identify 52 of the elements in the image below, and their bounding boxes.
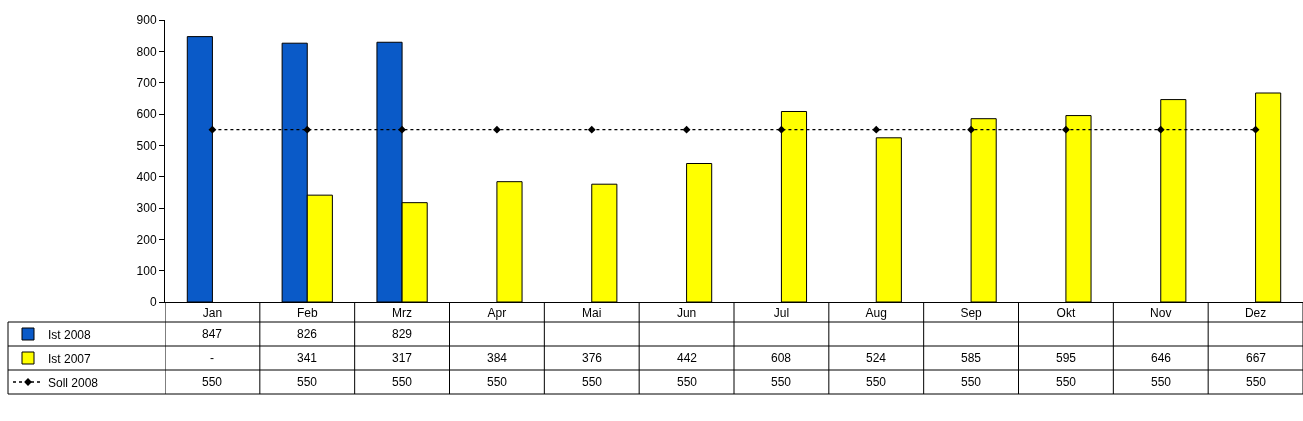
data-label: 585 — [961, 351, 982, 365]
y-tick-label: 600 — [136, 107, 157, 122]
data-label: 550 — [1056, 375, 1077, 389]
data-label: 826 — [297, 327, 318, 341]
data-label: 442 — [677, 351, 698, 365]
x-tick-label: Nov — [1150, 306, 1172, 321]
x-tick-label: Okt — [1056, 306, 1076, 321]
data-label: 550 — [392, 375, 413, 389]
legend-label: Soll 2008 — [48, 375, 99, 390]
data-label: 550 — [1151, 375, 1172, 389]
data-label: 317 — [392, 351, 413, 365]
x-tick-label: Jan — [202, 306, 223, 321]
x-tick-label: Jul — [773, 306, 790, 321]
x-tick-label: Aug — [865, 306, 887, 321]
y-tick-label: 300 — [136, 201, 157, 216]
data-label: 550 — [961, 375, 982, 389]
legend-label: Ist 2008 — [48, 327, 92, 342]
x-tick-label: Jun — [676, 306, 697, 321]
y-tick-label: 800 — [136, 44, 157, 59]
data-label: 646 — [1151, 351, 1172, 365]
data-label: 524 — [866, 351, 887, 365]
x-tick-label: Feb — [296, 306, 318, 321]
y-tick-label: 0 — [149, 295, 157, 310]
data-label: 550 — [866, 375, 887, 389]
data-label: 550 — [297, 375, 318, 389]
data-label: 376 — [582, 351, 603, 365]
data-label: 608 — [771, 351, 792, 365]
legend-label: Ist 2007 — [48, 351, 92, 366]
data-label: 550 — [677, 375, 698, 389]
y-tick-label: 500 — [136, 138, 157, 153]
data-label: 384 — [487, 351, 508, 365]
y-tick-label: 700 — [136, 75, 157, 90]
x-tick-label: Sep — [960, 306, 983, 321]
data-label: 550 — [582, 375, 603, 389]
data-label: 550 — [771, 375, 792, 389]
y-tick-label: 900 — [136, 13, 157, 28]
data-label: 550 — [202, 375, 223, 389]
text: - — [210, 351, 214, 365]
data-label: 341 — [297, 351, 318, 365]
x-tick-label: Dez — [1244, 306, 1267, 321]
data-label: 829 — [392, 327, 413, 341]
y-tick-label: 200 — [136, 232, 157, 247]
data-label: 550 — [1246, 375, 1267, 389]
y-tick-label: 100 — [136, 263, 157, 278]
data-label: 550 — [487, 375, 508, 389]
data-label: 847 — [202, 327, 223, 341]
data-label: 667 — [1246, 351, 1267, 365]
x-tick-label: Mrz — [392, 306, 413, 321]
y-tick-label: 400 — [136, 169, 157, 184]
data-label: 595 — [1056, 351, 1077, 365]
x-tick-label: Mai — [582, 306, 602, 321]
x-tick-label: Apr — [487, 306, 507, 321]
